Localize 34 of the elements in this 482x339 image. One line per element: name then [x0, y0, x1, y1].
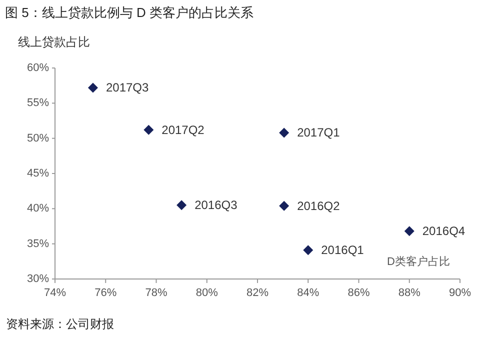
- y-tick-label: 60%: [26, 62, 50, 74]
- x-tick-label: 76%: [94, 287, 117, 299]
- x-tick-label: 80%: [196, 287, 218, 299]
- annotation: 2016Q4: [422, 224, 466, 238]
- x-tick-label: 84%: [297, 287, 320, 299]
- y-tick-label: 50%: [26, 132, 50, 144]
- y-tick-label: 55%: [26, 97, 50, 110]
- annotation: 2016Q3: [194, 198, 238, 212]
- point: [88, 82, 98, 93]
- y-tick-label: 45%: [26, 168, 50, 180]
- point: [404, 226, 414, 236]
- x-tick-label: 90%: [448, 287, 472, 299]
- x-tick-label: 74%: [44, 287, 66, 299]
- x-axis-title: D类客户占比: [387, 255, 450, 268]
- point: [144, 124, 154, 135]
- y-tick-label: 35%: [26, 238, 50, 250]
- point: [279, 128, 290, 138]
- annotation: 2016Q1: [321, 243, 364, 258]
- y-tick-label: 40%: [26, 202, 50, 215]
- text: 资料来源：公司财报: [6, 317, 114, 331]
- annotation: 2016Q2: [297, 198, 340, 213]
- x-tick-label: 82%: [246, 287, 269, 299]
- x-tick-label: 88%: [398, 287, 421, 299]
- annotation: 2017Q3: [106, 80, 149, 95]
- x-tick-label: 86%: [348, 287, 370, 299]
- y-tick-label: 30%: [26, 273, 50, 285]
- x-tick-label: 78%: [145, 287, 168, 299]
- annotation: 2017Q2: [162, 122, 205, 137]
- point: [303, 245, 314, 256]
- point: [176, 200, 187, 210]
- chart-title: 图 5：线上贷款比例与 D 类客户的占比关系: [5, 5, 254, 20]
- point: [279, 200, 290, 211]
- annotation: 2017Q1: [297, 126, 340, 140]
- y-axis-title: 线上贷款占比: [18, 35, 90, 49]
